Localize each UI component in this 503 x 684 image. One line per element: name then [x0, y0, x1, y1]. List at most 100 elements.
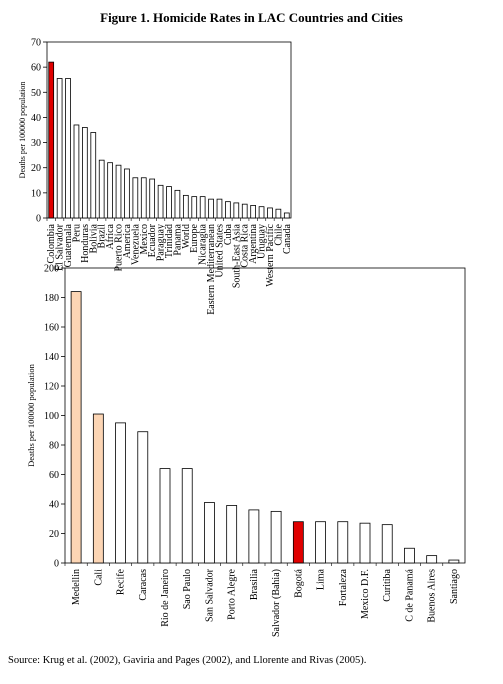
chart-countries: Deaths per 100000 population 0 10 20 30 40 50…	[18, 38, 293, 315]
bar	[140, 177, 147, 219]
figure-title: Figure 1. Homicide Rates in LAC Countrie…	[100, 10, 403, 25]
bar	[73, 124, 80, 219]
category-label: El Salvador	[55, 223, 66, 271]
bar	[267, 207, 273, 219]
bar	[159, 468, 171, 564]
category-label: Venezuela	[130, 223, 141, 265]
category-label: Panama	[172, 223, 183, 255]
y-tick-label: 50	[31, 88, 41, 99]
bar	[337, 521, 349, 564]
category-label: Recife	[116, 568, 127, 595]
category-label: Argentina	[248, 223, 259, 263]
bar	[270, 510, 282, 564]
y-tick-label: 200	[44, 264, 59, 275]
y-tick-label: 0	[54, 559, 59, 570]
category-label: Salvador (Bahia)	[271, 569, 282, 637]
bar	[115, 164, 122, 219]
bar	[258, 206, 265, 219]
y-axis-label: Deaths per 100000 population	[26, 363, 36, 466]
bar	[275, 208, 282, 219]
bar	[199, 196, 206, 219]
bar	[204, 502, 215, 564]
bar	[191, 196, 198, 219]
category-label: Eastern Mediterranean	[206, 224, 217, 315]
category-label: South-East Asia	[231, 223, 242, 288]
y-tick-label: 80	[49, 441, 59, 452]
bar	[292, 521, 304, 564]
category-label: Europe	[189, 223, 200, 252]
bar	[56, 78, 63, 219]
bar	[124, 168, 130, 219]
y-tick-label: 20	[49, 529, 59, 540]
bar	[90, 132, 97, 219]
bar	[181, 468, 193, 564]
category-label: Nicaragua	[198, 223, 209, 265]
source-note: Source: Krug et al. (2002), Gaviria and …	[8, 655, 367, 666]
category-label: Mexico D.F.	[360, 569, 371, 619]
bar	[107, 162, 113, 219]
bar	[315, 521, 326, 564]
category-label: San Salvador	[204, 568, 215, 622]
category-label: Western Pacific	[265, 223, 276, 286]
category-label: Uruguay	[257, 224, 268, 259]
category-label: Santiago	[449, 569, 460, 604]
bar	[98, 159, 105, 219]
category-label: C de Panamá	[404, 568, 415, 621]
category-label: Sao Paulo	[182, 569, 193, 609]
category-label: Chile	[273, 223, 284, 245]
bar	[92, 413, 104, 564]
bar	[137, 431, 149, 564]
category-label: Peru	[71, 224, 82, 242]
category-label: Cali	[93, 569, 104, 586]
category-label: Fortaleza	[338, 568, 349, 606]
category-label: Bolivia	[88, 223, 99, 253]
bar	[448, 559, 460, 564]
category-label: United States	[214, 224, 225, 278]
y-tick-label: 40	[49, 500, 59, 511]
category-label: Rio de Janeiro	[160, 569, 171, 627]
y-tick-label: 100	[44, 411, 59, 422]
bar	[283, 212, 290, 219]
y-tick-label: 180	[44, 293, 59, 304]
category-label: Bogotá	[293, 568, 304, 597]
bar	[157, 184, 164, 219]
bar	[65, 78, 71, 219]
y-tick-label: 40	[31, 113, 41, 124]
category-label: Buenos Aires	[427, 569, 438, 623]
y-tick-label: 160	[44, 323, 59, 334]
category-label: Trinidad	[164, 224, 175, 258]
y-tick-label: 30	[31, 138, 41, 149]
category-label: World	[181, 224, 192, 249]
bar	[241, 203, 248, 219]
bar	[233, 202, 240, 219]
y-tick-label: 20	[31, 163, 41, 174]
y-tick-label: 60	[31, 63, 41, 74]
bar	[250, 205, 256, 219]
bar	[182, 194, 189, 219]
category-label: Lima	[316, 568, 327, 590]
bar	[132, 177, 139, 219]
category-label: Paraguay	[156, 224, 167, 261]
category-label: Brazil	[97, 224, 108, 249]
category-label: Canada	[282, 223, 293, 254]
bar	[381, 524, 393, 564]
bar	[208, 198, 214, 219]
chart-cities: Deaths per 100000 population 0 20 40 60 80 10…	[26, 264, 466, 637]
category-label: Africa	[105, 223, 116, 249]
category-label: Guatemala	[63, 223, 74, 267]
bar	[115, 422, 126, 564]
category-label: Mexico	[139, 224, 150, 255]
bar	[48, 61, 55, 219]
category-label: Cuba	[223, 223, 234, 245]
bar	[70, 291, 82, 564]
bar	[225, 201, 231, 219]
category-label: Honduras	[80, 224, 91, 263]
bar	[82, 127, 88, 219]
category-label: Porto Alegre	[227, 568, 238, 619]
bar	[149, 178, 156, 219]
category-label: Puerto Rico	[114, 224, 125, 272]
category-label: Ecuador	[147, 223, 158, 257]
y-tick-label: 140	[44, 352, 59, 363]
category-label: America	[122, 223, 133, 258]
